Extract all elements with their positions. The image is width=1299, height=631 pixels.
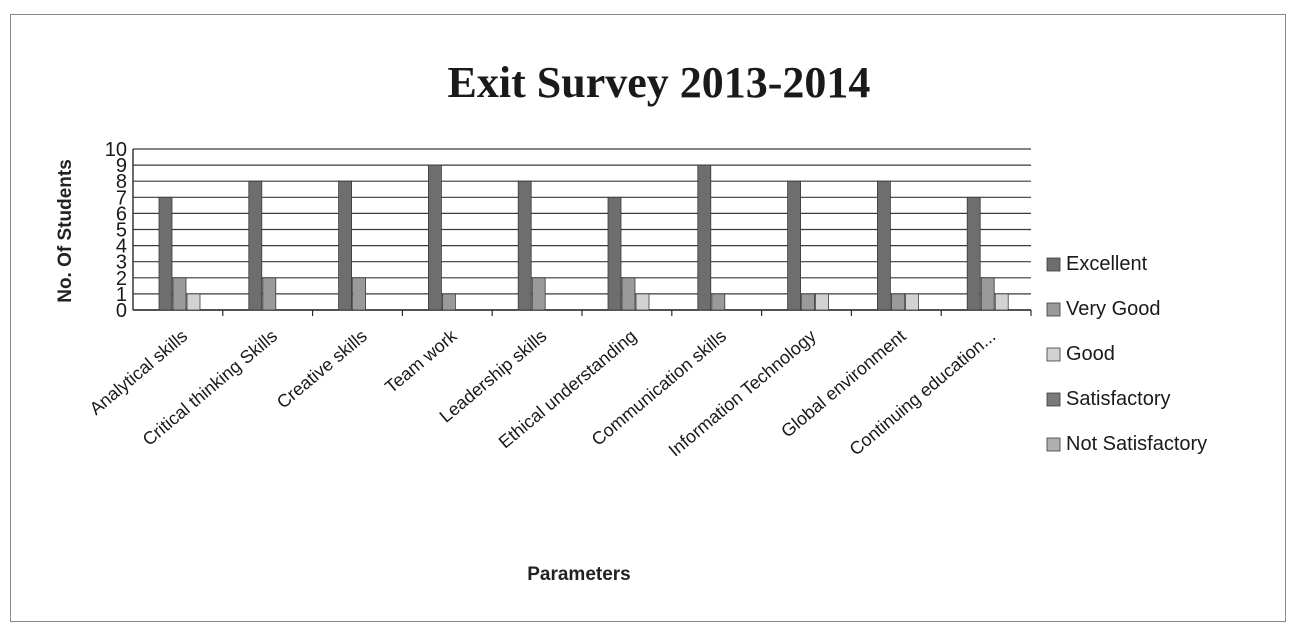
legend-label: Excellent: [1066, 253, 1148, 275]
y-tick-label: 7: [116, 187, 127, 209]
y-tick-label: 4: [116, 236, 127, 258]
y-tick-label: 0: [116, 300, 127, 322]
y-tick-label: 10: [105, 139, 127, 161]
bar: [980, 277, 995, 311]
x-tick-label: Information Technology: [665, 326, 820, 461]
bar: [994, 293, 1009, 311]
bar: [697, 164, 712, 311]
bar: [607, 196, 622, 311]
legend-swatch: [1046, 392, 1061, 407]
gridlines: [133, 148, 1031, 311]
bar: [801, 293, 815, 311]
x-axis-title: Parameters: [527, 564, 631, 585]
bar: [531, 277, 546, 311]
bar: [905, 293, 919, 311]
legend-swatch: [1046, 257, 1061, 272]
bar: [891, 293, 905, 311]
legend-swatch: [1046, 302, 1061, 317]
legend-label: Satisfactory: [1066, 388, 1170, 410]
legend-swatch: [1046, 347, 1061, 362]
legend: Excellent Very Good Good Satisfactory Not Sa…: [1046, 253, 1207, 455]
y-tick-label: 2: [116, 268, 127, 290]
bar: [787, 180, 801, 311]
y-tick-label: 8: [116, 171, 127, 193]
legend-label: Not Satisfactory: [1066, 433, 1207, 455]
bar: [815, 293, 829, 311]
bar: [877, 180, 891, 311]
chart-frame: Exit Survey 2013-2014 No. Of Students Pa…: [10, 14, 1286, 622]
bar: [441, 293, 456, 311]
bar: [352, 277, 367, 311]
bar: [248, 180, 263, 311]
y-tick-label: 3: [116, 252, 127, 274]
bar: [262, 277, 277, 311]
y-tick-label: 6: [116, 203, 127, 225]
bar: [338, 180, 353, 311]
bar: [621, 277, 636, 311]
bar: [517, 180, 532, 311]
bar: [635, 293, 650, 311]
y-axis-title: No. Of Students: [55, 159, 76, 303]
y-tick-label: 5: [116, 220, 127, 242]
bar: [158, 196, 173, 311]
bar: [711, 293, 726, 311]
chart-svg: Exit Survey 2013-2014 No. Of Students Pa…: [55, 58, 1207, 585]
bar: [966, 196, 981, 311]
x-tick-label: Continuing education...: [846, 326, 1000, 460]
bar: [427, 164, 442, 311]
y-tick-label: 9: [116, 155, 127, 177]
bar: [172, 277, 187, 311]
legend-swatch: [1046, 437, 1061, 452]
x-tick-label: Team work: [381, 325, 461, 397]
bars: [158, 164, 1009, 311]
bar: [186, 293, 201, 311]
x-tick-label: Creative skills: [273, 326, 371, 413]
chart-title: Exit Survey 2013-2014: [448, 58, 871, 107]
legend-label: Good: [1066, 343, 1115, 365]
y-tick-label: 1: [116, 284, 127, 306]
legend-label: Very Good: [1066, 298, 1161, 320]
